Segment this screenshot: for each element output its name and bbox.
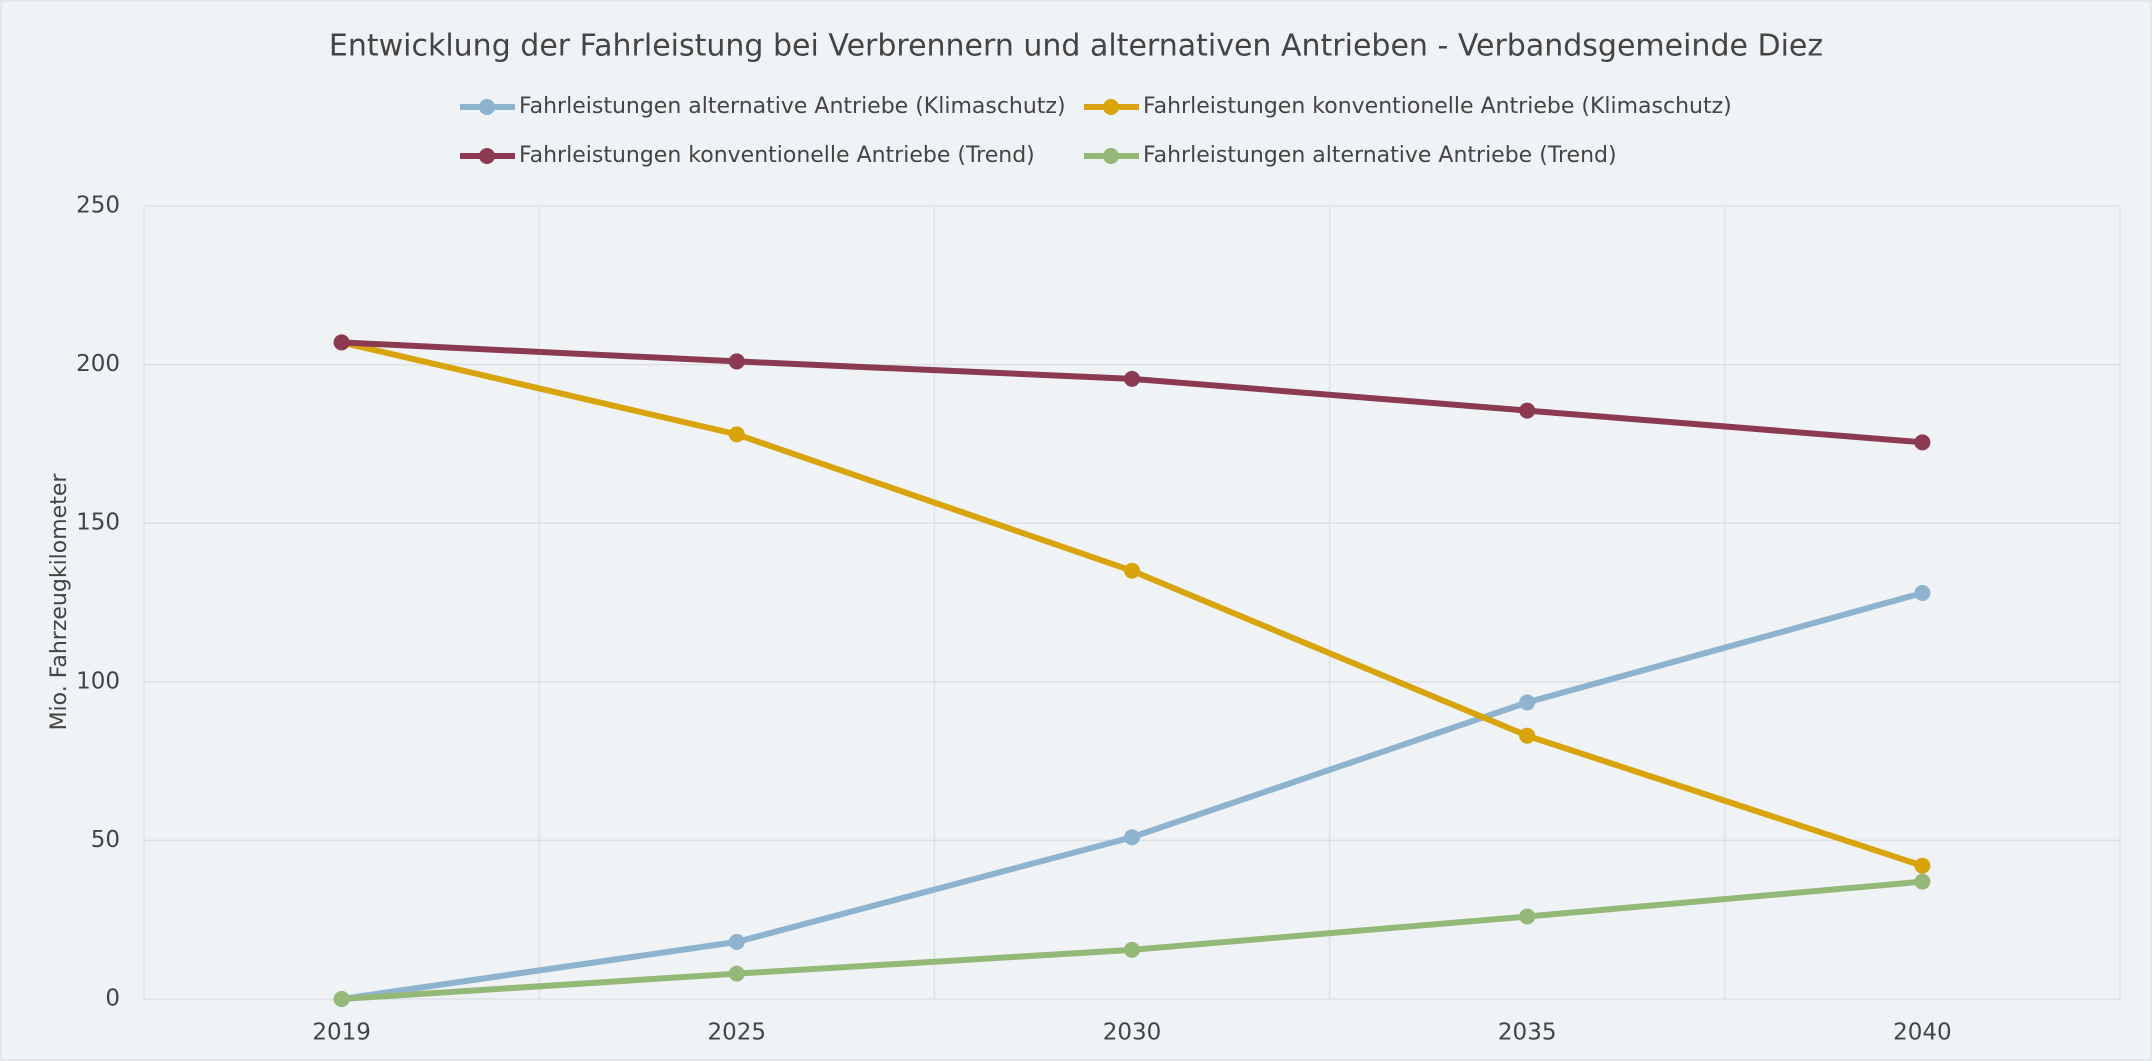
y-tick-label: 250 (76, 193, 120, 219)
point (1914, 857, 1931, 874)
y-axis-label: Mio. Fahrzeugkilometer (47, 473, 72, 731)
point (1124, 941, 1140, 958)
point (1914, 584, 1931, 601)
point (1124, 370, 1140, 387)
x-tick-label: 2035 (1498, 1020, 1557, 1046)
x-tick-label: 2019 (312, 1020, 371, 1046)
point (1124, 562, 1140, 579)
legend-label: Fahrleistungen alternative Antriebe (Kli… (519, 94, 1066, 119)
point (1519, 908, 1536, 925)
x-tick-label: 2040 (1893, 1020, 1952, 1046)
point (728, 426, 745, 443)
point (1519, 727, 1536, 744)
legend-label: Fahrleistungen konventionelle Antriebe (… (1143, 94, 1732, 119)
y-tick-label: 100 (76, 668, 120, 694)
point (1914, 873, 1931, 890)
legend-label: Fahrleistungen konventionelle Antriebe (… (519, 143, 1035, 168)
point (1124, 829, 1140, 846)
y-tick-label: 0 (105, 986, 120, 1012)
legend-marker (1103, 99, 1119, 115)
y-tick-label: 50 (91, 827, 120, 853)
point (1914, 434, 1931, 451)
point (1519, 402, 1536, 419)
point (333, 991, 350, 1007)
point (1519, 694, 1536, 711)
y-tick-label: 150 (76, 510, 120, 536)
y-tick-label: 200 (76, 351, 120, 377)
x-tick-label: 2030 (1103, 1020, 1162, 1046)
chart-title: Entwicklung der Fahrleistung bei Verbren… (329, 29, 1823, 64)
legend-label: Fahrleistungen alternative Antriebe (Tre… (1143, 143, 1617, 168)
legend-marker (1103, 148, 1119, 164)
point (333, 334, 350, 351)
point (728, 933, 745, 950)
x-tick-label: 2025 (708, 1020, 767, 1046)
legend-marker (479, 99, 495, 115)
point (728, 965, 745, 982)
point (728, 353, 745, 370)
legend-marker (479, 148, 495, 164)
